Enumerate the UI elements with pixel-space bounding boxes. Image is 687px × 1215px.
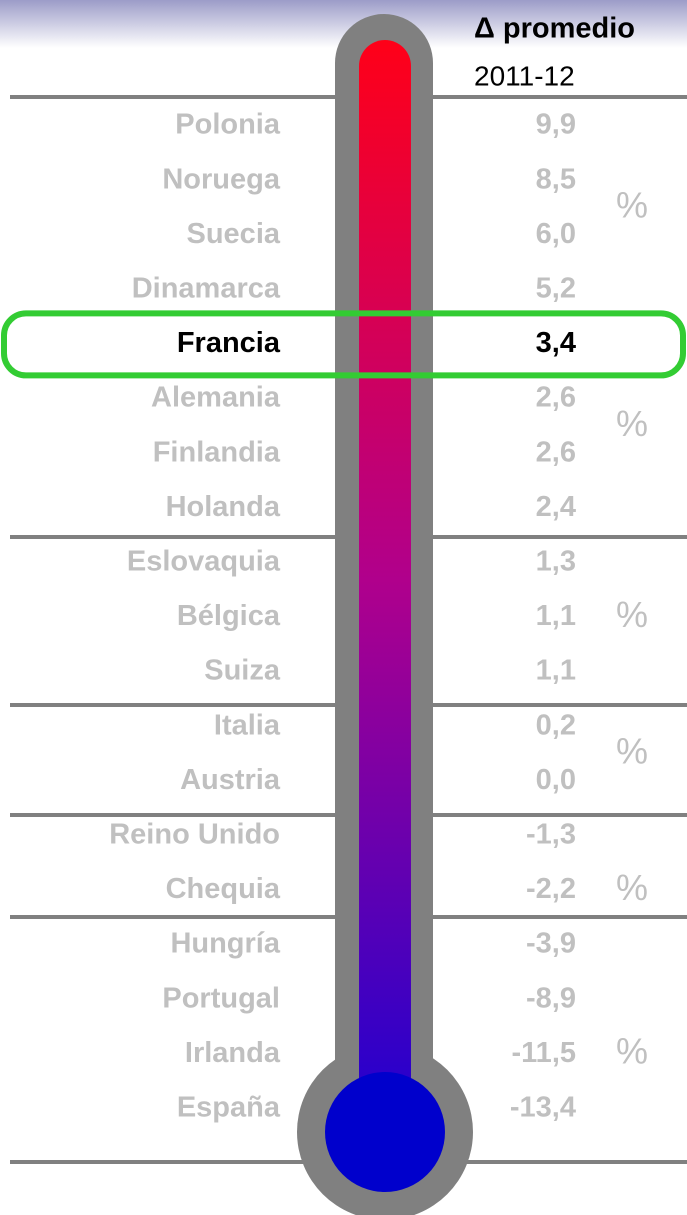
country-label: Alemania <box>151 382 281 414</box>
country-label: Suecia <box>187 218 281 250</box>
value-label: 0,2 <box>536 709 576 741</box>
value-label: 1,1 <box>536 600 576 632</box>
value-label: 1,1 <box>536 655 576 687</box>
country-label: Francia <box>177 327 281 359</box>
country-label: Finlandia <box>153 436 281 468</box>
country-label: Bélgica <box>177 600 281 632</box>
country-label: Dinamarca <box>132 272 281 304</box>
value-label: 5,2 <box>536 272 576 304</box>
country-label: Irlanda <box>185 1037 281 1069</box>
value-label: 1,3 <box>536 545 576 577</box>
country-label: Polonia <box>175 109 281 141</box>
country-label: Hungría <box>170 928 280 960</box>
country-label: Reino Unido <box>109 818 280 850</box>
country-label: Eslovaquia <box>127 545 281 577</box>
country-label: Suiza <box>204 655 281 687</box>
header-title: Δ promedio <box>474 13 635 45</box>
country-label: Austria <box>180 764 281 796</box>
value-label: 2,4 <box>536 491 576 523</box>
unit-label: % <box>616 867 648 908</box>
tube-inner <box>359 40 411 1120</box>
value-label: 0,0 <box>536 764 576 796</box>
unit-label: % <box>616 1031 648 1072</box>
highlight-box <box>1 310 686 379</box>
unit-label: % <box>616 730 648 771</box>
value-label: 2,6 <box>536 436 576 468</box>
country-label: España <box>177 1091 281 1123</box>
value-label: 6,0 <box>536 218 576 250</box>
unit-label: % <box>616 184 648 225</box>
value-label: 2,6 <box>536 382 576 414</box>
country-label: Portugal <box>162 982 280 1014</box>
value-label: -1,3 <box>526 818 576 850</box>
value-label: 3,4 <box>536 327 576 359</box>
value-label: -13,4 <box>510 1091 576 1123</box>
country-label: Chequia <box>166 873 281 905</box>
value-label: -8,9 <box>526 982 576 1014</box>
unit-label: % <box>616 403 648 444</box>
thermometer <box>297 14 473 1215</box>
country-label: Noruega <box>162 163 281 195</box>
bulb-inner <box>325 1072 445 1192</box>
value-label: 9,9 <box>536 109 576 141</box>
value-label: 8,5 <box>536 163 576 195</box>
value-label: -3,9 <box>526 928 576 960</box>
value-label: -11,5 <box>512 1037 577 1069</box>
header-subtitle: 2011-12 <box>474 60 575 91</box>
unit-label: % <box>616 594 648 635</box>
value-label: -2,2 <box>526 873 576 905</box>
country-label: Italia <box>214 709 281 741</box>
country-label: Holanda <box>166 491 281 523</box>
